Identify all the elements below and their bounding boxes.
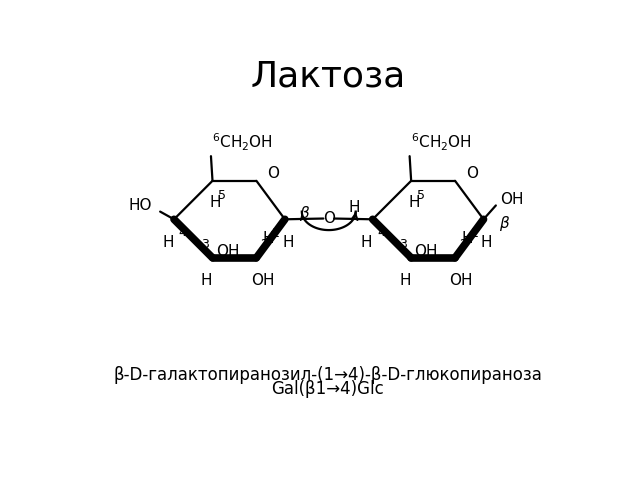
Text: 1: 1 <box>470 227 478 240</box>
Text: H: H <box>349 200 360 215</box>
Text: β: β <box>299 205 308 221</box>
Text: O: O <box>267 166 279 180</box>
Text: H: H <box>282 235 294 250</box>
Text: H: H <box>200 273 212 288</box>
Text: OH: OH <box>415 244 438 259</box>
Text: 5: 5 <box>417 189 424 202</box>
Text: OH: OH <box>500 192 524 207</box>
Text: Gal(β1→4)Glc: Gal(β1→4)Glc <box>271 380 385 398</box>
Text: O: O <box>323 211 335 226</box>
Text: O: O <box>466 166 478 180</box>
Text: β-D-галактопиранозил-(1→4)-β-D-глюкопираноза: β-D-галактопиранозил-(1→4)-β-D-глюкопира… <box>113 366 543 384</box>
Text: 4: 4 <box>179 226 186 239</box>
Text: OH: OH <box>216 244 239 259</box>
Text: H: H <box>408 195 420 210</box>
Text: H: H <box>162 235 173 250</box>
Text: 2: 2 <box>260 238 268 251</box>
Text: 5: 5 <box>218 189 226 202</box>
Text: H: H <box>361 235 372 250</box>
Text: OH: OH <box>449 273 473 288</box>
Text: 3: 3 <box>201 238 209 251</box>
Text: H: H <box>461 231 473 246</box>
Text: 2: 2 <box>459 238 467 251</box>
Text: $^6$CH$_2$OH: $^6$CH$_2$OH <box>212 132 273 153</box>
Text: β: β <box>499 216 509 231</box>
Text: HO: HO <box>129 198 152 213</box>
Text: H: H <box>481 235 492 250</box>
Text: 4: 4 <box>378 226 385 239</box>
Text: H: H <box>399 273 411 288</box>
Text: Лактоза: Лактоза <box>250 60 406 94</box>
Text: 1: 1 <box>271 227 280 240</box>
Text: 3: 3 <box>399 238 407 251</box>
Text: OH: OH <box>251 273 275 288</box>
Text: H: H <box>210 195 221 210</box>
Text: $^6$CH$_2$OH: $^6$CH$_2$OH <box>411 132 472 153</box>
Text: H: H <box>262 231 274 246</box>
